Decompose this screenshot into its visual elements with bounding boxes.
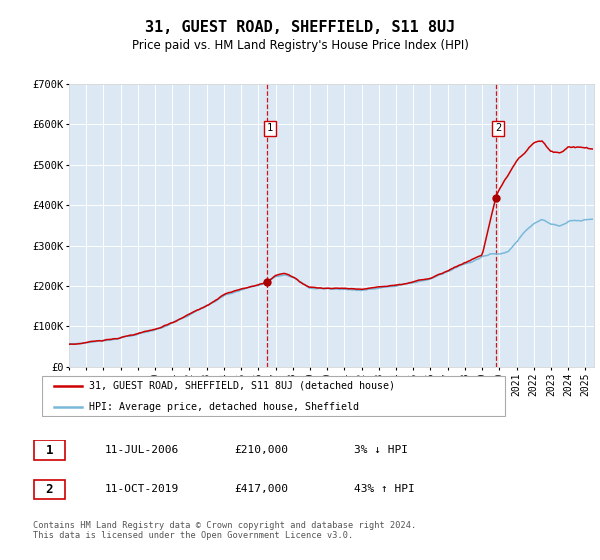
Text: 1: 1 — [46, 444, 53, 457]
Text: £417,000: £417,000 — [234, 484, 288, 494]
Text: Price paid vs. HM Land Registry's House Price Index (HPI): Price paid vs. HM Land Registry's House … — [131, 39, 469, 52]
Text: Contains HM Land Registry data © Crown copyright and database right 2024.
This d: Contains HM Land Registry data © Crown c… — [33, 521, 416, 540]
Text: 31, GUEST ROAD, SHEFFIELD, S11 8UJ: 31, GUEST ROAD, SHEFFIELD, S11 8UJ — [145, 20, 455, 35]
Text: 2: 2 — [495, 123, 501, 133]
Text: 11-OCT-2019: 11-OCT-2019 — [105, 484, 179, 494]
FancyBboxPatch shape — [34, 480, 65, 499]
FancyBboxPatch shape — [34, 441, 65, 460]
Text: 3% ↓ HPI: 3% ↓ HPI — [354, 445, 408, 455]
Text: £210,000: £210,000 — [234, 445, 288, 455]
Text: HPI: Average price, detached house, Sheffield: HPI: Average price, detached house, Shef… — [89, 402, 359, 412]
Text: 31, GUEST ROAD, SHEFFIELD, S11 8UJ (detached house): 31, GUEST ROAD, SHEFFIELD, S11 8UJ (deta… — [89, 381, 395, 391]
Text: 2: 2 — [46, 483, 53, 496]
Text: 43% ↑ HPI: 43% ↑ HPI — [354, 484, 415, 494]
Text: 1: 1 — [267, 123, 273, 133]
Text: 11-JUL-2006: 11-JUL-2006 — [105, 445, 179, 455]
FancyBboxPatch shape — [42, 376, 505, 417]
